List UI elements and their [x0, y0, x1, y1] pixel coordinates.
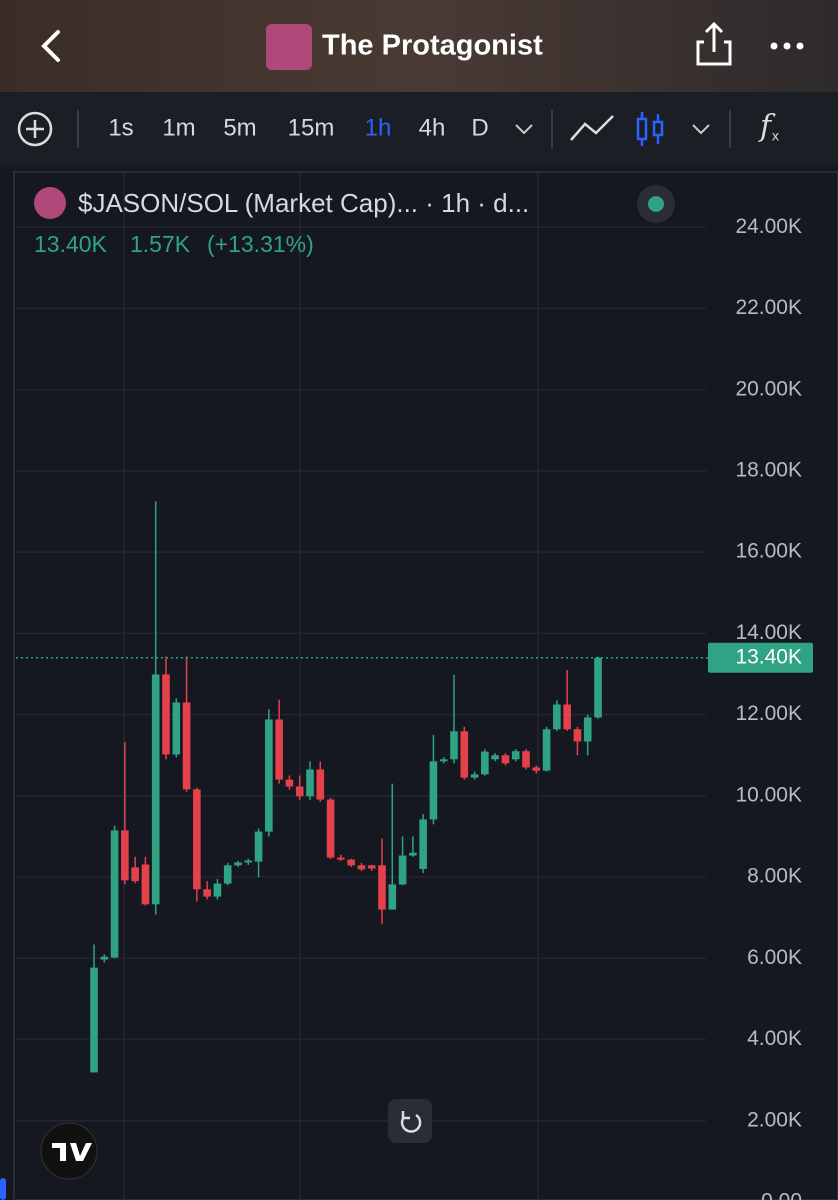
- candle-body: [501, 755, 510, 764]
- y-tick-label: 8.00K: [747, 865, 802, 888]
- candle-body: [491, 755, 499, 760]
- candle-body: [121, 830, 129, 881]
- reset-button[interactable]: [388, 1099, 432, 1143]
- candle-body: [419, 819, 427, 869]
- candle-body: [583, 717, 592, 742]
- interval-button[interactable]: 1m: [162, 114, 195, 141]
- candle-body: [234, 862, 242, 866]
- candle-body: [285, 779, 294, 787]
- candle-body: [151, 674, 160, 905]
- candle-body: [141, 864, 150, 905]
- last-price-tag: [708, 642, 813, 673]
- candle-body: [244, 860, 253, 863]
- y-tick-label: 18.00K: [735, 458, 802, 481]
- candle-body: [162, 674, 170, 755]
- svg-text:x: x: [772, 128, 779, 144]
- candle-body: [90, 967, 98, 1073]
- y-tick-label: 22.00K: [735, 296, 802, 319]
- y-tick-label: 4.00K: [747, 1027, 802, 1050]
- interval-button[interactable]: 1h: [365, 114, 392, 141]
- legend-change-percent: (+13.31%): [207, 231, 314, 257]
- candle-body: [367, 865, 376, 869]
- last-price-label: 13.40K: [735, 645, 802, 668]
- candle-body: [172, 702, 181, 755]
- toolbar: [0, 92, 838, 165]
- line-chart-button[interactable]: [570, 115, 614, 141]
- tv-logo-mark: [52, 1143, 92, 1161]
- candle-body: [470, 774, 479, 778]
- candle-body: [398, 855, 407, 885]
- candle-body: [553, 704, 561, 730]
- legend-last: 13.40K: [34, 231, 108, 257]
- scroll-indicator: [0, 1178, 6, 1200]
- interval-button[interactable]: 1s: [108, 114, 133, 141]
- chart-type-dropdown[interactable]: [692, 124, 710, 135]
- candle-body: [357, 865, 366, 870]
- y-tick-label: 6.00K: [747, 946, 802, 969]
- candle-body: [275, 719, 283, 780]
- back-button[interactable]: [41, 30, 60, 62]
- candle-chart-button[interactable]: [636, 112, 664, 146]
- more-button[interactable]: [770, 42, 804, 50]
- candle-body: [203, 889, 211, 897]
- candle-body: [522, 751, 530, 768]
- y-tick-label: 16.00K: [735, 540, 802, 563]
- candle-body: [254, 831, 263, 862]
- candle-body: [439, 759, 448, 762]
- candle-body: [542, 729, 551, 771]
- candle-body: [409, 852, 417, 856]
- candle-body: [100, 956, 109, 960]
- candle-body: [481, 751, 489, 775]
- candle-body: [594, 657, 602, 718]
- candle-body: [306, 769, 314, 797]
- legend-change: 1.57K: [130, 231, 191, 257]
- y-tick-label: 10.00K: [735, 783, 802, 806]
- candle-body: [337, 857, 345, 860]
- interval-dropdown[interactable]: [515, 124, 533, 135]
- candle-body: [511, 751, 520, 760]
- candle-body: [316, 769, 325, 800]
- candle-body: [388, 884, 397, 910]
- status-dot: [648, 196, 664, 212]
- add-indicator[interactable]: [17, 111, 53, 147]
- chart-frame: [13, 171, 838, 1200]
- candle-body: [295, 786, 304, 797]
- legend-avatar: [34, 187, 66, 219]
- candle-body: [563, 704, 571, 730]
- page-title: The Protagonist: [322, 30, 543, 62]
- candle-body: [182, 702, 191, 790]
- y-tick-label: 12.00K: [735, 702, 802, 725]
- candle-body: [450, 731, 458, 760]
- candle-body: [347, 859, 355, 866]
- reset-icon: [400, 1111, 422, 1133]
- chart-area: [0, 165, 838, 1200]
- candle-body: [532, 767, 541, 771]
- candle-body: [265, 719, 273, 832]
- candle-body: [131, 867, 139, 882]
- candle-body: [110, 830, 119, 958]
- y-tick-label: 14.00K: [735, 621, 802, 644]
- interval-button[interactable]: 4h: [419, 114, 446, 141]
- y-tick-label: 24.00K: [735, 215, 802, 238]
- y-tick-label: 20.00K: [735, 377, 802, 400]
- y-tick-label: 0.00: [761, 1190, 802, 1200]
- interval-button[interactable]: 5m: [223, 114, 256, 141]
- candle-body: [193, 789, 201, 890]
- candle-body: [378, 865, 386, 910]
- share-button[interactable]: [696, 21, 732, 66]
- interval-button[interactable]: 15m: [288, 114, 335, 141]
- legend-symbol: $JASON/SOL (Market Cap)... · 1h · d...: [78, 188, 529, 218]
- y-tick-label: 2.00K: [747, 1108, 802, 1131]
- token-avatar: [266, 24, 312, 70]
- candle-body: [326, 799, 335, 858]
- candle-body: [460, 731, 469, 778]
- tv-logo[interactable]: [40, 1122, 98, 1180]
- candle-body: [223, 865, 232, 884]
- candle-body: [213, 883, 222, 897]
- interval-button[interactable]: D: [471, 114, 488, 141]
- candle-body: [573, 729, 582, 742]
- candle-body: [429, 761, 438, 820]
